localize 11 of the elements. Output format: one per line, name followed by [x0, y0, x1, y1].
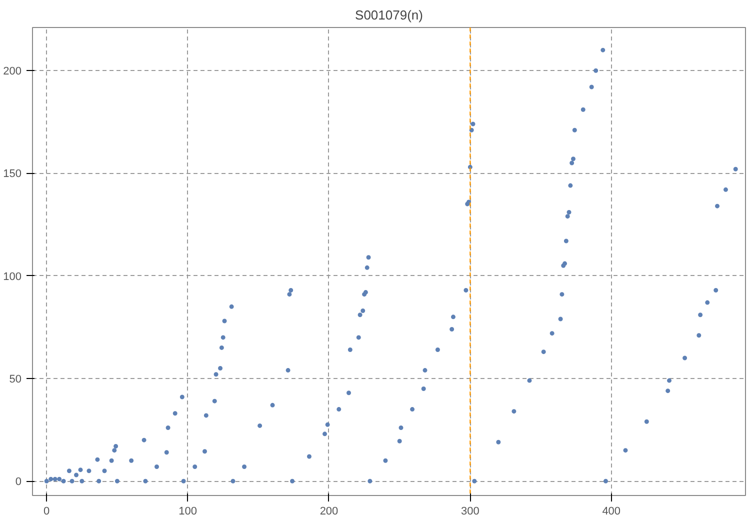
y-tick-label: 0 [15, 476, 22, 488]
y-tick-label: 50 [9, 374, 22, 386]
x-tick-label: 200 [320, 506, 338, 517]
y-tick-label: 150 [3, 168, 22, 180]
x-tick-label: 100 [178, 506, 197, 517]
y-tick-label: 200 [3, 66, 22, 78]
x-tick-label: 300 [461, 506, 480, 517]
x-tick-label: 400 [602, 506, 621, 517]
x-tick-label: 0 [44, 506, 50, 517]
chart-title: S001079(n) [355, 8, 423, 22]
y-tick-label: 100 [3, 270, 22, 283]
